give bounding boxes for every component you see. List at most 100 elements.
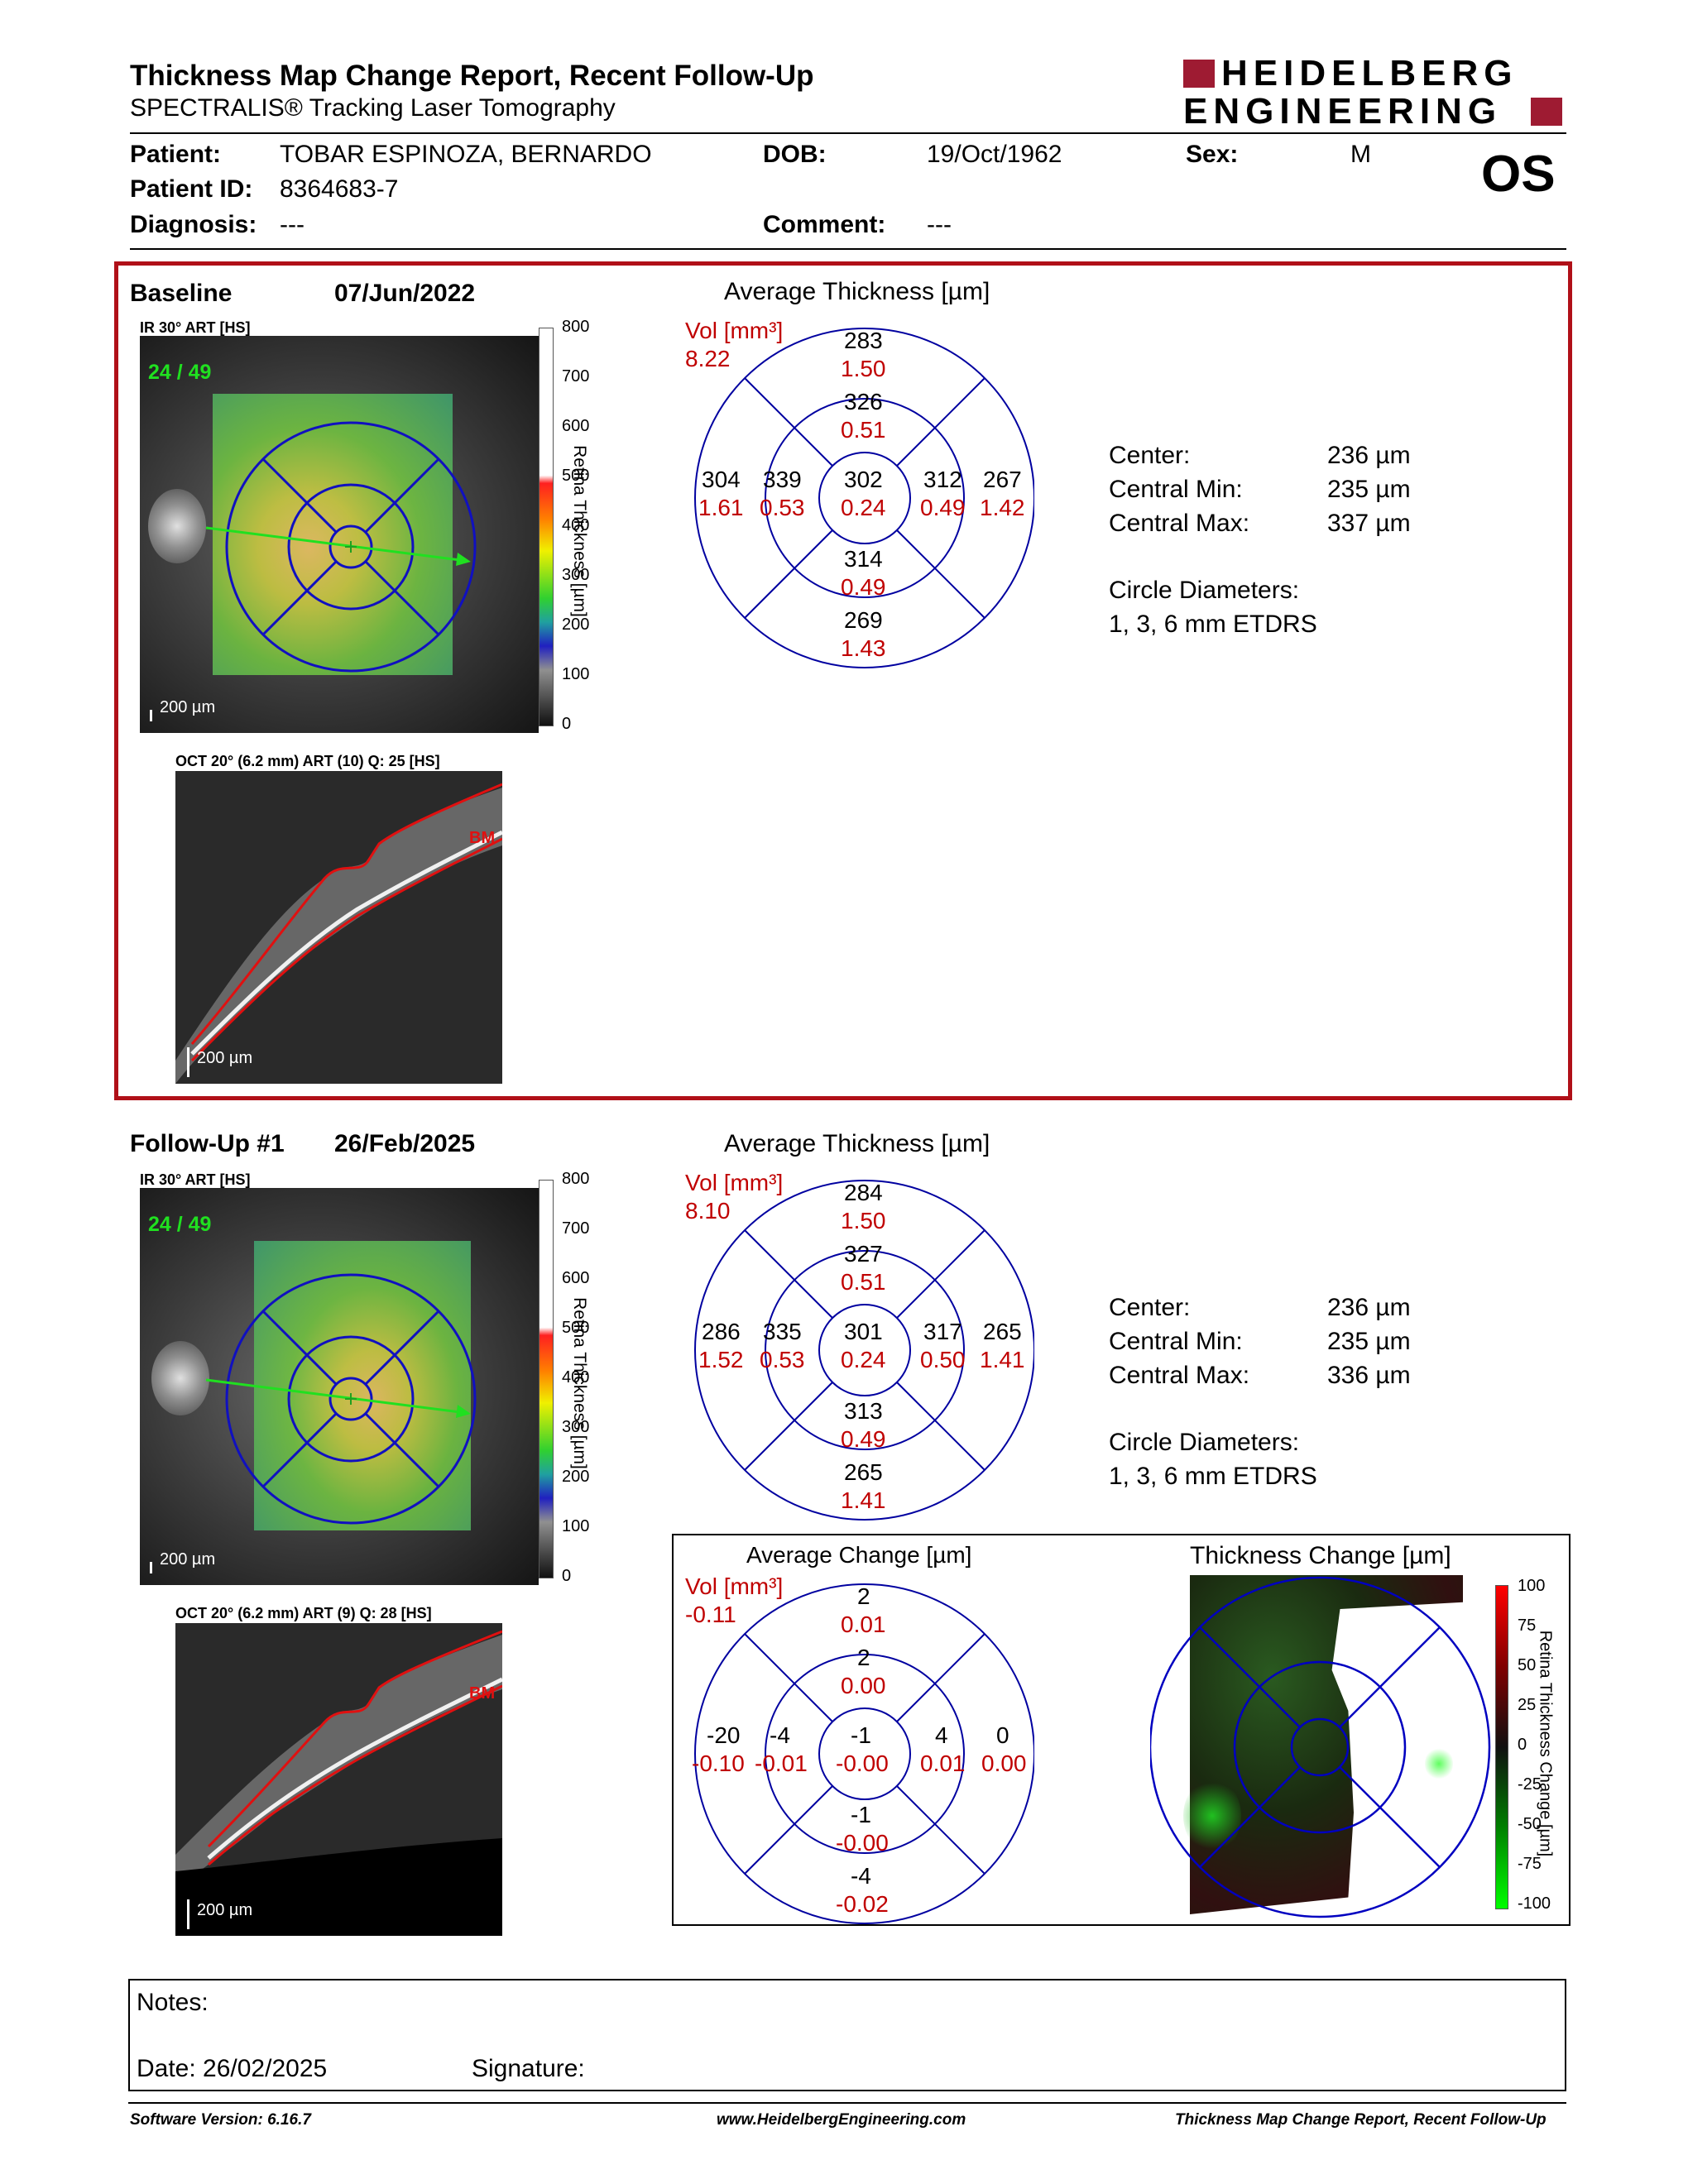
- inner-right-volume: 0.50: [920, 1347, 966, 1372]
- diagnosis-label: Diagnosis:: [130, 211, 257, 238]
- baseline-ir-scale: 200 µm: [160, 698, 216, 716]
- inner-ring: [1290, 1717, 1350, 1777]
- report-subtitle: SPECTRALIS® Tracking Laser Tomography: [130, 94, 616, 122]
- change-tick-3: 25: [1518, 1696, 1537, 1714]
- notes-box[interactable]: [128, 1979, 1566, 2091]
- footer-url[interactable]: www.HeidelbergEngineering.com: [717, 2111, 966, 2129]
- outer-top-change: 2: [857, 1583, 870, 1609]
- inner-left-volume: 0.53: [760, 495, 805, 520]
- grid-diagonal-4: [261, 560, 338, 636]
- outer-bottom-volume: 1.41: [841, 1487, 886, 1513]
- baseline-oct-bm-label: BM: [469, 829, 496, 847]
- diagnosis-value: ---: [280, 211, 305, 238]
- followup-tick-1: 700: [562, 1219, 590, 1238]
- outer-ring: [694, 328, 1034, 668]
- ilm-line: [190, 783, 502, 1045]
- followup-oct-bm-label: BM: [469, 1684, 496, 1703]
- baseline-tick-5: 300: [562, 566, 590, 584]
- diagonal-sw: [744, 1785, 833, 1875]
- rpe-line: [190, 830, 502, 1056]
- outer-right-change: 0: [996, 1722, 1009, 1748]
- footer-software-version: Software Version: 6.16.7: [130, 2111, 311, 2129]
- followup-tick-4: 400: [562, 1368, 590, 1387]
- change-etdrs-chart: 2 0.01 2 0.00 -20 -0.10 -4 -0.01 -1 -0.0…: [687, 1578, 1034, 1926]
- change-colorbar-title: Retina Thickness Change [µm]: [1536, 1630, 1555, 1857]
- outer-right-vol-change: 0.00: [981, 1751, 1027, 1776]
- change-map-green-blob-1: [1183, 1779, 1241, 1853]
- patient-rule: [130, 248, 1566, 250]
- patient-name: TOBAR ESPINOZA, BERNARDO: [280, 141, 652, 168]
- followup-center-label: Center:: [1109, 1294, 1191, 1321]
- baseline-etdrs-grid: [205, 421, 477, 673]
- baseline-tick-2: 600: [562, 417, 590, 435]
- outer-top-thickness: 283: [844, 328, 883, 353]
- grid-diagonal-1: [261, 1310, 338, 1386]
- baseline-colorbar: [539, 328, 554, 726]
- change-tick-2: 50: [1518, 1656, 1537, 1674]
- grid-center-ring: [328, 1377, 373, 1421]
- followup-etdrs-rings: [694, 1180, 1034, 1521]
- followup-tick-3: 500: [562, 1319, 590, 1337]
- change-vol-label: Vol [mm³]: [685, 1573, 784, 1599]
- followup-central-min-label: Central Min:: [1109, 1328, 1243, 1355]
- baseline-date: 07/Jun/2022: [334, 280, 476, 307]
- inner-right-volume: 0.49: [920, 495, 966, 520]
- change-etdrs-rings: [694, 1583, 1034, 1924]
- grid-diagonal-2: [364, 560, 440, 636]
- inner-left-change: -4: [770, 1722, 790, 1748]
- baseline-ir-label: IR 30° ART [HS]: [140, 319, 251, 336]
- followup-oct-image: BM 200 µm: [175, 1623, 502, 1936]
- baseline-etdrs-rings: [694, 328, 1034, 668]
- logo-square-top: [1183, 60, 1215, 88]
- diagonal-se: [1339, 1766, 1441, 1868]
- outer-bottom-vol-change: -0.02: [836, 1891, 889, 1917]
- outer-ring: [1150, 1576, 1491, 1918]
- grid-diagonal-1: [261, 457, 338, 534]
- grid-inner-ring: [287, 1335, 415, 1463]
- inner-top-volume: 0.51: [841, 417, 886, 443]
- comment-value: ---: [927, 211, 952, 238]
- scan-line-arrow: [205, 1378, 468, 1415]
- inner-top-change: 2: [857, 1645, 870, 1670]
- diagonal-nw: [744, 1633, 833, 1722]
- change-tick-5: -25: [1518, 1775, 1542, 1794]
- outer-bottom-change: -4: [851, 1863, 871, 1889]
- logo-line2: ENGINEERING: [1183, 91, 1503, 132]
- baseline-tick-7: 100: [562, 665, 590, 683]
- followup-etdrs-chart: 284 1.50 327 0.51 286 1.52 335 0.53 301 …: [687, 1175, 1034, 1522]
- inner-bottom-thickness: 313: [844, 1398, 883, 1424]
- inner-ring: [818, 1304, 911, 1396]
- followup-oct-label: OCT 20° (6.2 mm) ART (9) Q: 28 [HS]: [175, 1605, 432, 1621]
- change-tick-6: -50: [1518, 1815, 1542, 1833]
- change-map-rings: [1150, 1576, 1491, 1918]
- grid-diagonal-2: [364, 1412, 440, 1488]
- baseline-circle-value: 1, 3, 6 mm ETDRS: [1109, 611, 1317, 638]
- outer-right-volume: 1.42: [980, 495, 1025, 520]
- followup-oct-scale: 200 µm: [197, 1901, 253, 1919]
- diagonal-se: [896, 529, 985, 619]
- change-tick-0: 100: [1518, 1577, 1546, 1595]
- outer-ring: [694, 1180, 1034, 1521]
- bm-line: [190, 837, 502, 1062]
- followup-oct-layers: [175, 1630, 502, 1936]
- logo-square-bottom: [1531, 98, 1562, 126]
- diagonal-ne: [896, 1229, 985, 1319]
- change-tick-1: 75: [1518, 1616, 1537, 1635]
- baseline-frames-counter: 24 / 49: [148, 361, 212, 384]
- report-title: Thickness Map Change Report, Recent Foll…: [130, 60, 814, 92]
- followup-date: 26/Feb/2025: [334, 1130, 476, 1157]
- baseline-central-min-label: Central Min:: [1109, 476, 1243, 503]
- diagonal-sw: [744, 529, 833, 619]
- followup-central-max-label: Central Max:: [1109, 1362, 1250, 1389]
- baseline-tick-3: 500: [562, 467, 590, 485]
- inner-left-vol-change: -0.01: [755, 1751, 808, 1776]
- followup-center-value: 236 µm: [1327, 1294, 1411, 1321]
- baseline-central-max-label: Central Max:: [1109, 510, 1250, 537]
- inner-right-change: 4: [935, 1722, 948, 1748]
- followup-tick-0: 800: [562, 1170, 590, 1188]
- center-change: -1: [851, 1722, 871, 1748]
- inner-bottom-volume: 0.49: [841, 1426, 886, 1452]
- followup-vol-label: Vol [mm³]: [685, 1170, 784, 1195]
- grid-diagonal-3: [364, 457, 440, 534]
- followup-etdrs-grid: [205, 1273, 477, 1525]
